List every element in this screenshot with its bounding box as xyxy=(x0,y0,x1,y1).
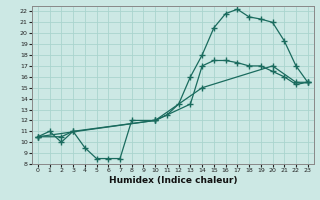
X-axis label: Humidex (Indice chaleur): Humidex (Indice chaleur) xyxy=(108,176,237,185)
